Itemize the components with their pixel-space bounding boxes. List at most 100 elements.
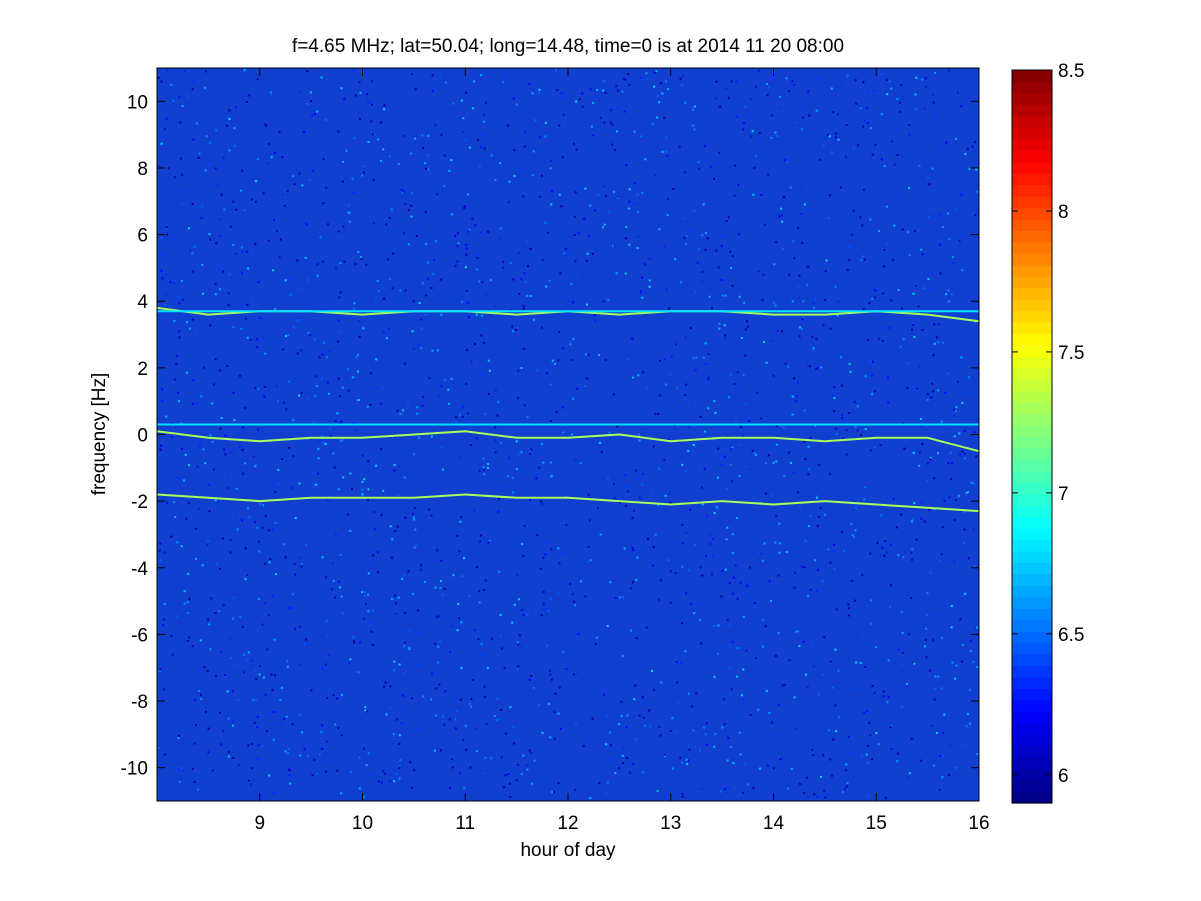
heatmap-cell (466, 289, 469, 292)
heatmap-cell (657, 504, 660, 506)
heatmap-cell (266, 730, 269, 733)
heatmap-cell (645, 386, 648, 389)
heatmap-cell (947, 289, 950, 292)
heatmap-cell (158, 549, 161, 552)
heatmap-cell (866, 744, 869, 747)
heatmap-cell (829, 327, 832, 330)
heatmap-cell (848, 245, 851, 248)
heatmap-cell (717, 340, 720, 343)
heatmap-cell (642, 771, 645, 774)
heatmap-cell (713, 675, 716, 678)
heatmap-cell (957, 91, 960, 94)
heatmap-cell (394, 612, 397, 615)
heatmap-cell (298, 172, 301, 175)
heatmap-cell (331, 562, 334, 565)
heatmap-cell (702, 203, 705, 206)
heatmap-cell (794, 399, 797, 402)
heatmap-cell (668, 492, 671, 495)
colorbar-step (1012, 425, 1052, 438)
heatmap-cell (784, 362, 787, 365)
heatmap-cell (725, 88, 728, 91)
heatmap-cell (488, 369, 491, 372)
heatmap-cell (781, 684, 784, 687)
heatmap-cell (545, 540, 548, 543)
heatmap-cell (240, 327, 243, 330)
heatmap-cell (232, 757, 235, 759)
heatmap-cell (729, 373, 732, 376)
heatmap-cell (935, 336, 938, 339)
heatmap-cell (855, 102, 858, 105)
heatmap-cell (431, 74, 434, 77)
heatmap-cell (730, 80, 733, 83)
heatmap-cell (538, 88, 541, 91)
heatmap-cell (579, 462, 582, 465)
colorbar-step (1012, 631, 1052, 644)
heatmap-cell (264, 693, 267, 696)
heatmap-cell (505, 484, 507, 487)
heatmap-cell (269, 558, 272, 560)
heatmap-cell (753, 602, 756, 605)
heatmap-cell (440, 133, 443, 136)
heatmap-cell (293, 563, 296, 566)
heatmap-cell (421, 134, 424, 137)
heatmap-cell (191, 645, 194, 648)
heatmap-cell (928, 508, 930, 511)
heatmap-cell (658, 726, 661, 729)
heatmap-cell (341, 439, 344, 442)
heatmap-cell (162, 688, 165, 691)
heatmap-cell (324, 576, 327, 579)
heatmap-cell (821, 580, 824, 583)
heatmap-cell (890, 299, 893, 302)
heatmap-cell (658, 101, 661, 104)
heatmap-cell (648, 285, 651, 288)
heatmap-cell (684, 336, 687, 339)
heatmap-cell (529, 295, 532, 297)
heatmap-cell (623, 474, 626, 476)
heatmap-cell (440, 559, 443, 562)
heatmap-cell (761, 690, 764, 693)
heatmap-cell (717, 266, 720, 269)
heatmap-cell (659, 82, 662, 84)
heatmap-cell (468, 702, 471, 705)
heatmap-cell (652, 74, 655, 77)
heatmap-cell (218, 610, 221, 613)
heatmap-cell (382, 770, 385, 773)
heatmap-cell (772, 374, 775, 377)
heatmap-cell (842, 437, 844, 440)
y-tick-label: -4 (131, 559, 148, 580)
heatmap-cell (625, 164, 628, 166)
heatmap-cell (478, 601, 481, 604)
heatmap-cell (611, 396, 614, 398)
heatmap-cell (425, 243, 427, 245)
heatmap-cell (300, 562, 303, 565)
heatmap-cell (861, 573, 864, 576)
heatmap-cell (273, 638, 276, 641)
heatmap-cell (865, 753, 868, 756)
heatmap-cell (511, 621, 514, 624)
heatmap-cell (402, 409, 405, 412)
heatmap-cell (184, 453, 187, 456)
heatmap-cell (667, 559, 670, 562)
heatmap-cell (415, 544, 418, 547)
heatmap-cell (955, 406, 958, 409)
heatmap-cell (894, 127, 897, 130)
heatmap-cell (520, 277, 523, 280)
heatmap-cell (928, 183, 931, 186)
heatmap-cell (970, 481, 973, 484)
heatmap-cell (229, 451, 232, 454)
heatmap-cell (884, 610, 887, 613)
heatmap-cell (715, 506, 718, 508)
heatmap-cell (556, 89, 559, 91)
heatmap-cell (508, 457, 511, 460)
heatmap-cell (886, 93, 889, 96)
heatmap-cell (761, 559, 764, 562)
heatmap-cell (393, 594, 396, 597)
heatmap-cell (915, 284, 918, 287)
heatmap-cell (917, 305, 920, 308)
heatmap-cell (887, 659, 890, 662)
heatmap-cell (300, 349, 303, 352)
heatmap-cell (636, 556, 639, 559)
heatmap-cell (221, 166, 224, 169)
heatmap-cell (198, 152, 201, 155)
heatmap-cell (417, 609, 420, 612)
